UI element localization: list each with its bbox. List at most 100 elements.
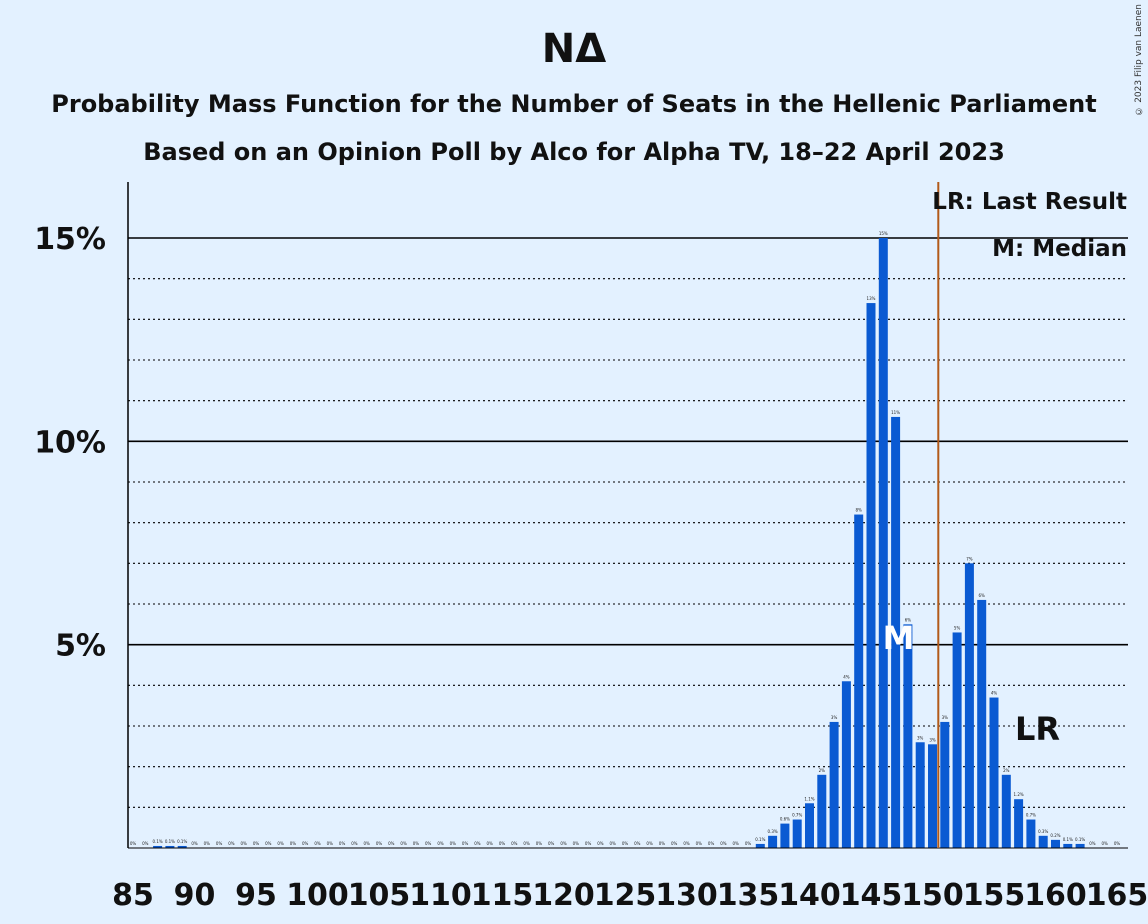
bar-data-label: 0% <box>400 841 407 846</box>
median-marker: M <box>883 619 915 657</box>
x-tick-label: 115 <box>471 878 534 913</box>
bar-data-label: 0% <box>671 841 678 846</box>
bar-data-label: 0% <box>720 841 727 846</box>
bar-data-label: 0% <box>585 841 592 846</box>
bar-data-label: 0% <box>241 841 248 846</box>
bar-data-label: 0% <box>1102 841 1109 846</box>
y-tick-label: 5% <box>55 629 106 664</box>
x-tick-label: 155 <box>963 878 1026 913</box>
bar <box>878 238 888 848</box>
bar-data-label: 0% <box>450 841 457 846</box>
bar <box>829 721 839 848</box>
bar-data-label: 0% <box>130 841 137 846</box>
bar-data-label: 0% <box>634 841 641 846</box>
bar <box>977 599 987 848</box>
x-tick-label: 120 <box>532 878 595 913</box>
bar-data-label: 0% <box>253 841 260 846</box>
bar <box>928 744 937 848</box>
y-tick-label: 15% <box>34 222 106 257</box>
bar-data-label: 0.7% <box>1026 813 1036 818</box>
bar <box>177 845 187 848</box>
bar-data-label: 0% <box>277 841 284 846</box>
bar-data-label: 0.7% <box>792 813 802 818</box>
y-tick-labels: 5% 10% 15% <box>34 222 106 664</box>
bar <box>891 416 901 848</box>
bar-data-label: 4% <box>991 691 998 696</box>
bar <box>805 803 814 848</box>
bar-data-label: 0% <box>265 841 272 846</box>
bar-data-label: 0% <box>536 841 543 846</box>
bar-data-label: 0.1% <box>1063 837 1073 842</box>
bar <box>755 843 765 848</box>
x-tick-label: 135 <box>717 878 780 913</box>
bar-data-label: 0% <box>499 841 506 846</box>
bar-data-label: 0% <box>191 841 198 846</box>
bar-data-label: 0% <box>745 841 752 846</box>
last-result-marker: LR <box>1015 710 1060 748</box>
bar-data-label: 0% <box>413 841 420 846</box>
bar-data-label: 15% <box>879 231 888 236</box>
bar <box>1026 819 1036 848</box>
bar-data-label: 0% <box>290 841 297 846</box>
bar <box>964 563 974 848</box>
x-tick-label: 95 <box>235 878 277 913</box>
bar-data-label: 8% <box>856 508 863 513</box>
bar-data-label: 11% <box>891 410 900 415</box>
bar <box>989 697 999 848</box>
bar <box>952 632 962 848</box>
bar-data-label: 0.1% <box>1075 837 1085 842</box>
bar <box>768 835 778 848</box>
bar <box>854 514 864 848</box>
x-tick-labels: 85 90 95 1001051101151201251301351401451501… <box>112 878 1148 913</box>
x-tick-label: 110 <box>409 878 472 913</box>
bar-data-label: 0% <box>659 841 666 846</box>
bar <box>841 681 851 848</box>
bar-data-label: 0% <box>364 841 371 846</box>
bar-data-label: 0.1% <box>755 837 765 842</box>
bar-data-label: 0% <box>560 841 567 846</box>
bar-data-label: 0% <box>708 841 715 846</box>
bar-data-label: 0% <box>327 841 334 846</box>
axes <box>127 182 1128 849</box>
bar-data-label: 0% <box>487 841 494 846</box>
bar-data-label: 0% <box>462 841 469 846</box>
bar-data-label: 3% <box>929 737 936 742</box>
bar-data-label: 0.1% <box>153 839 163 844</box>
bar-data-label: 6% <box>979 593 986 598</box>
bar-data-label: 0% <box>683 841 690 846</box>
chart-subtitle-1: Probability Mass Function for the Number… <box>51 90 1097 118</box>
bar-data-label: 0% <box>142 841 149 846</box>
bar <box>1038 835 1048 848</box>
bar-data-label: 3% <box>831 715 838 720</box>
bar-data-label: 0% <box>474 841 481 846</box>
x-tick-label: 165 <box>1086 878 1148 913</box>
bar-labels: 0% 0% 0.1% 0.1% 0.1% 0% 0% 0% 0% 0% 0% 0% 0% 0% 0% 0% 0%… <box>130 231 1121 846</box>
legend-median: M: Median <box>992 236 1127 262</box>
bar-data-label: 0% <box>597 841 604 846</box>
bar-data-label: 0% <box>646 841 653 846</box>
x-tick-label: 125 <box>594 878 657 913</box>
x-tick-label: 85 <box>112 878 154 913</box>
bar-data-label: 0% <box>302 841 309 846</box>
bar-data-label: 0% <box>1114 841 1121 846</box>
bar-data-label: 0% <box>610 841 617 846</box>
bar-data-label: 0.2% <box>1050 833 1060 838</box>
bar <box>1001 774 1011 848</box>
bar <box>165 845 175 848</box>
bar-data-label: 3% <box>917 735 924 740</box>
x-tick-label: 105 <box>348 878 411 913</box>
bar-data-label: 0% <box>548 841 555 846</box>
bar-data-label: 0% <box>351 841 358 846</box>
chart-subtitle-2: Based on an Opinion Poll by Alco for Alp… <box>143 138 1005 166</box>
bar-data-label: 0.1% <box>177 839 187 844</box>
bar-data-label: 0% <box>339 841 346 846</box>
bar <box>903 624 913 848</box>
bar-data-label: 0% <box>216 841 223 846</box>
bar <box>780 823 790 848</box>
bar-data-label: 0.3% <box>768 829 778 834</box>
bar-data-label: 0% <box>523 841 530 846</box>
bar <box>866 303 876 849</box>
bar-data-label: 0% <box>376 841 383 846</box>
bar-data-label: 4% <box>843 674 850 679</box>
